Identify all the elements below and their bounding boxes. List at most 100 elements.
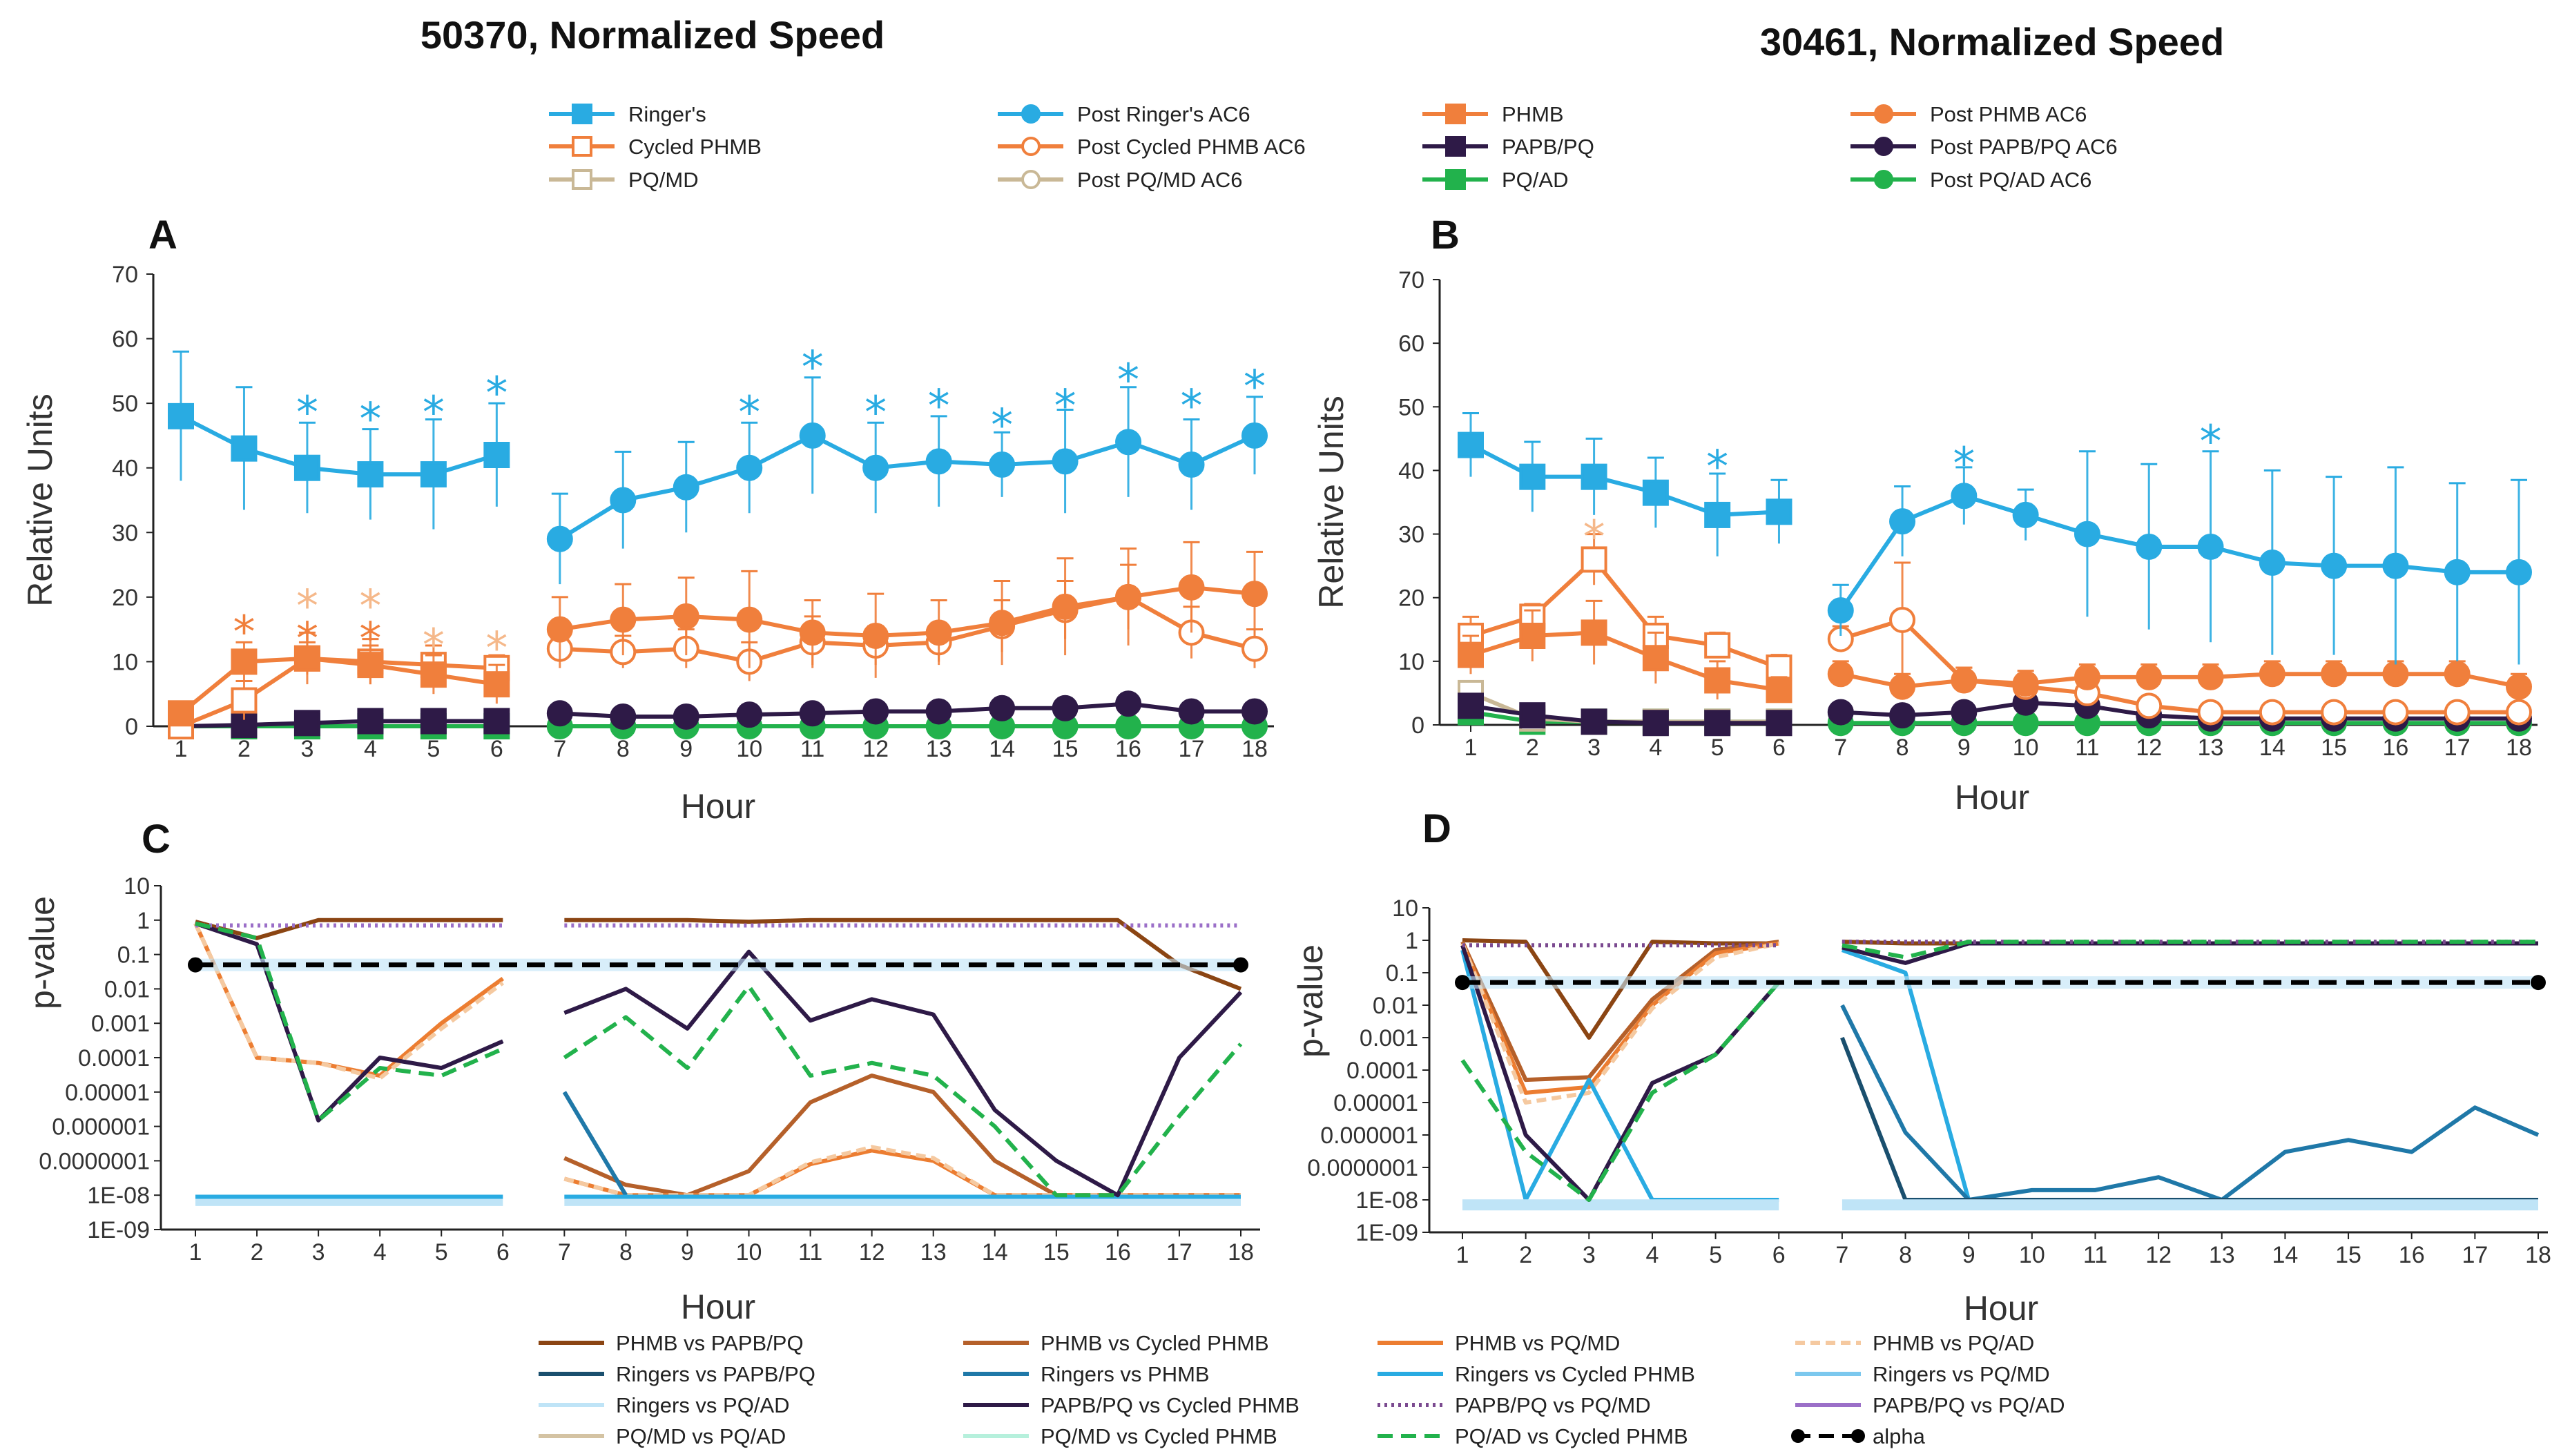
- data-point: [1889, 508, 1916, 535]
- data-point: [1704, 710, 1731, 737]
- data-point: [2136, 663, 2163, 690]
- data-point: [1766, 710, 1792, 737]
- legend-label: PQ/AD: [1502, 168, 1568, 192]
- legend-marker-end: [1851, 1429, 1865, 1443]
- legend-item-phmb-vs-pq-md: PHMB vs PQ/MD: [1378, 1331, 1620, 1355]
- alpha-point-end: [1233, 957, 1248, 973]
- data-point: [420, 461, 447, 488]
- significance-marker: *: [296, 614, 318, 665]
- data-point: [799, 422, 826, 449]
- y-axis-title: Relative Units: [21, 394, 59, 606]
- data-point: [736, 606, 763, 633]
- x-tick-label: 9: [681, 1239, 694, 1265]
- series-post-ringer-s-ac6: [546, 376, 1268, 585]
- data-point: [673, 703, 699, 730]
- series-phmb-vs-pq-md: [1460, 941, 1779, 1095]
- x-tick-label: 8: [619, 1239, 632, 1265]
- x-tick-label: 1: [175, 736, 188, 762]
- data-point: [2506, 673, 2532, 700]
- y-tick-label: 50: [112, 391, 138, 417]
- x-tick-label: 16: [2382, 735, 2408, 761]
- data-point: [1951, 483, 1978, 509]
- data-point: [989, 695, 1016, 721]
- y-tick-label: 0.1: [1386, 960, 1418, 987]
- data-point: [1766, 654, 1792, 681]
- y-tick-label: 60: [112, 327, 138, 353]
- legend-marker: [1021, 104, 1041, 124]
- significance-marker: *: [738, 388, 760, 439]
- x-tick-label: 2: [238, 736, 251, 762]
- data-point: [1827, 699, 1854, 726]
- series-line: [1842, 940, 2538, 960]
- significance-marker: *: [359, 581, 381, 632]
- legend-item-phmb-vs-cycled-phmb: PHMB vs Cycled PHMB: [963, 1331, 1269, 1355]
- x-tick-label: 12: [2136, 735, 2162, 761]
- y-tick-label: 70: [1398, 267, 1424, 293]
- x-tick-label: 1: [1465, 735, 1478, 761]
- legend-marker-start: [1791, 1429, 1805, 1443]
- x-tick-label: 8: [1896, 735, 1909, 761]
- legend-item-pq-ad-vs-cycled-phmb: PQ/AD vs Cycled PHMB: [1378, 1424, 1688, 1448]
- significance-marker: *: [1583, 512, 1605, 563]
- y-tick-label: 1: [1405, 928, 1418, 954]
- x-tick-label: 1: [1456, 1242, 1469, 1268]
- y-tick-label: 0: [125, 714, 138, 740]
- legend-label: Ringers vs PHMB: [1041, 1362, 1210, 1386]
- data-point: [357, 708, 384, 735]
- x-tick-label: 16: [2399, 1242, 2425, 1268]
- x-tick-label: 9: [1958, 735, 1971, 761]
- series-line: [195, 921, 504, 1123]
- data-point: [736, 701, 763, 728]
- x-axis-title: Hour: [1955, 778, 2029, 817]
- data-point: [1241, 635, 1268, 662]
- x-tick-label: 10: [736, 1239, 762, 1265]
- data-point: [483, 708, 510, 735]
- x-tick-label: 1: [189, 1239, 202, 1265]
- data-point: [610, 703, 637, 730]
- y-tick-label: 20: [112, 585, 138, 611]
- data-point: [420, 661, 447, 688]
- legend-marker: [1445, 169, 1466, 190]
- y-tick-label: 30: [112, 520, 138, 546]
- data-point: [1951, 667, 1978, 694]
- data-point: [2382, 699, 2409, 726]
- x-tick-label: 4: [1645, 1242, 1659, 1268]
- y-tick-label: 20: [1398, 585, 1424, 612]
- data-point: [483, 442, 510, 468]
- x-tick-label: 12: [859, 1239, 885, 1265]
- x-tick-label: 10: [2013, 735, 2039, 761]
- data-point: [1704, 632, 1731, 659]
- x-tick-label: 15: [1043, 1239, 1070, 1265]
- x-tick-label: 8: [1899, 1242, 1912, 1268]
- legend-item-papb-pq-vs-cycled-phmb: PAPB/PQ vs Cycled PHMB: [963, 1393, 1299, 1417]
- y-tick-label: 0: [1411, 712, 1424, 739]
- data-point: [2382, 552, 2409, 579]
- data-point: [673, 474, 699, 501]
- data-point: [293, 454, 320, 481]
- panel-label-b: B: [1431, 213, 1460, 258]
- legend-item-post-pq-md-ac6: Post PQ/MD AC6: [998, 168, 1242, 192]
- data-point: [1519, 623, 1546, 649]
- data-point: [1241, 698, 1268, 725]
- legend-item-pq-ad: PQ/AD: [1422, 168, 1568, 192]
- data-point: [862, 623, 889, 649]
- significance-marker: *: [1953, 439, 1975, 490]
- legend-label: Ringer's: [628, 102, 706, 126]
- data-point: [2259, 661, 2285, 688]
- legend-label: Post PQ/MD AC6: [1077, 168, 1242, 192]
- legend-label: PQ/MD vs Cycled PHMB: [1041, 1424, 1277, 1448]
- x-tick-label: 17: [2444, 735, 2471, 761]
- data-point: [1889, 702, 1916, 729]
- x-tick-label: 13: [2209, 1242, 2235, 1268]
- alpha-line: [1455, 975, 2546, 991]
- series-papb-pq: [1458, 692, 1792, 737]
- significance-marker: *: [1117, 356, 1139, 407]
- legend-label: PHMB vs PQ/AD: [1873, 1331, 2034, 1355]
- series-ringer-s: [168, 350, 510, 530]
- legend-item-pq-md-vs-pq-ad: PQ/MD vs PQ/AD: [539, 1424, 786, 1448]
- x-tick-label: 14: [2259, 735, 2285, 761]
- significance-marker: *: [1181, 381, 1203, 432]
- bottom-legend: PHMB vs PAPB/PQ PHMB vs Cycled PHMB PHMB v…: [539, 1331, 2065, 1448]
- data-point: [2444, 559, 2471, 585]
